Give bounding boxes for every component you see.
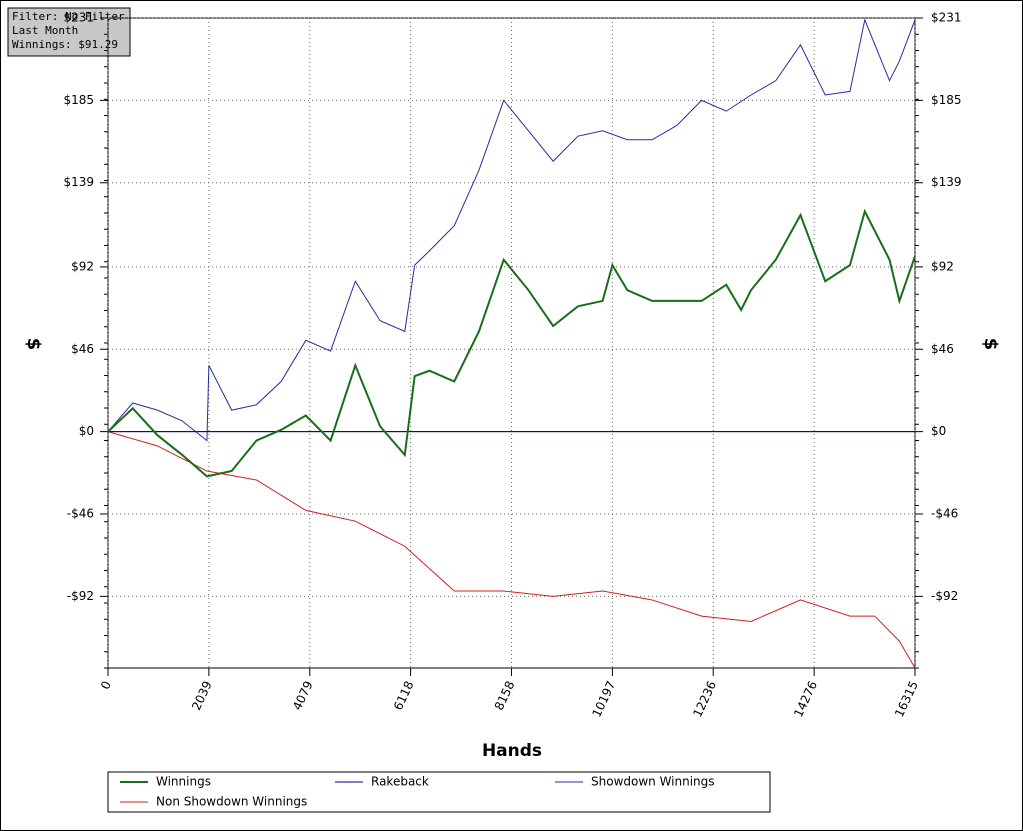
y2-axis-label: $ — [980, 338, 1001, 351]
legend-label: Showdown Winnings — [591, 775, 715, 789]
y2-tick-label: $139 — [931, 175, 962, 189]
info-period: Last Month — [12, 24, 78, 37]
info-box — [7, 7, 131, 57]
y-tick-label: $92 — [71, 259, 94, 273]
y2-tick-label: $185 — [931, 93, 962, 107]
x-axis-label: Hands — [482, 741, 542, 761]
y2-tick-label: -$92 — [931, 589, 958, 603]
info-winnings: Winnings: $91.29 — [12, 38, 118, 51]
y-tick-label: -$92 — [67, 589, 94, 603]
y2-tick-label: $46 — [931, 342, 954, 356]
y2-tick-label: -$46 — [931, 507, 958, 521]
y2-tick-label: $92 — [931, 259, 954, 273]
y-tick-label: $139 — [63, 175, 94, 189]
y-tick-label: -$46 — [67, 507, 94, 521]
y-tick-label: $231 — [63, 11, 94, 25]
series-line — [107, 431, 916, 669]
y-axis-label: $ — [23, 338, 44, 351]
y2-tick-label: $0 — [931, 424, 946, 438]
info-filter: Filter: No Filter — [12, 10, 125, 23]
legend-label: Winnings — [156, 775, 211, 789]
legend-label: Non Showdown Winnings — [156, 795, 307, 809]
y-tick-label: $46 — [71, 342, 94, 356]
series-line — [107, 18, 916, 442]
legend-label: Rakeback — [371, 775, 429, 789]
y-tick-label: $0 — [79, 424, 94, 438]
y-tick-label: $185 — [63, 93, 94, 107]
legend — [107, 771, 771, 813]
y2-tick-label: $231 — [931, 11, 962, 25]
series-line — [107, 208, 916, 478]
